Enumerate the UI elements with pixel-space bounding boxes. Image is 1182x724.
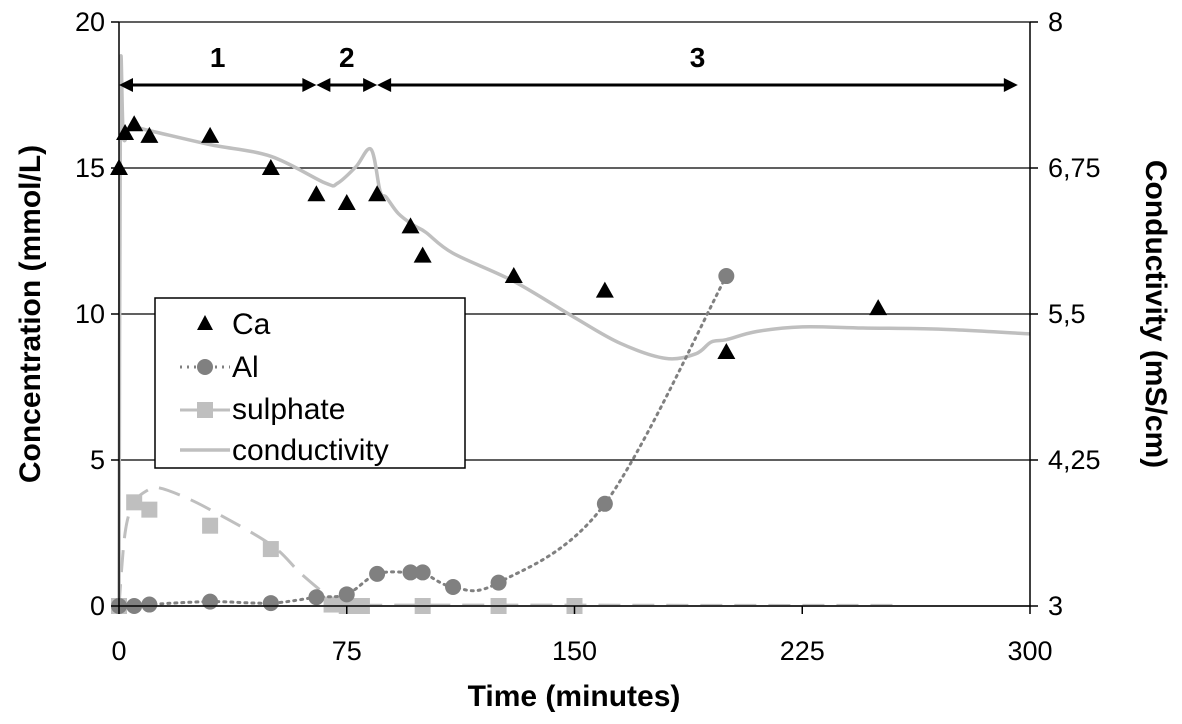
ca-point xyxy=(413,246,432,263)
x-tick-label: 300 xyxy=(1007,636,1052,666)
al-point xyxy=(718,268,735,285)
phase-arrow-head-right xyxy=(1003,78,1018,92)
y-tick-label: 10 xyxy=(75,299,105,329)
phase-label: 2 xyxy=(339,42,355,73)
phase-arrow-head-right xyxy=(363,78,378,92)
al-point xyxy=(490,574,507,591)
legend-sulphate-marker xyxy=(197,402,213,418)
phase-2: 2 xyxy=(316,42,378,92)
y2-tick-label: 4,25 xyxy=(1048,445,1101,475)
sulphate-point xyxy=(141,501,158,518)
legend-ca-label: Ca xyxy=(232,308,271,341)
ca-point xyxy=(401,217,420,234)
y2-tick-label: 3 xyxy=(1048,591,1063,621)
y2-tick-label: 5,5 xyxy=(1048,299,1086,329)
al-point xyxy=(308,589,325,606)
ca-point xyxy=(125,115,144,132)
y-tick-label: 0 xyxy=(90,591,105,621)
legend-conductivity-label: conductivity xyxy=(232,434,389,467)
y-tick-label: 20 xyxy=(75,7,105,37)
ca-point xyxy=(307,185,326,202)
ca-point xyxy=(368,185,387,202)
legend: Ca Al sulphate conductivity xyxy=(154,297,466,469)
al-point xyxy=(402,564,419,581)
y-axis-title: Concentration (mmol/L) xyxy=(14,145,47,483)
phase-label: 1 xyxy=(210,42,226,73)
phase-1: 1 xyxy=(119,42,317,92)
sulphate-point xyxy=(262,541,279,558)
legend-item-sulphate: sulphate xyxy=(180,393,345,426)
ca-point xyxy=(869,299,888,316)
al-point xyxy=(596,495,613,512)
sulphate-point xyxy=(202,517,219,534)
y2-tick-label: 8 xyxy=(1048,7,1063,37)
x-tick-label: 0 xyxy=(111,636,126,666)
sulphate-point xyxy=(323,596,340,613)
y-tick-label: 5 xyxy=(90,445,105,475)
phase-arrow-head-left xyxy=(316,78,331,92)
legend-item-ca: Ca xyxy=(197,308,271,341)
ca-point xyxy=(116,123,135,140)
al-point xyxy=(414,564,431,581)
x-tick-label: 150 xyxy=(552,636,597,666)
ca-point xyxy=(261,159,280,175)
x-tick-label: 225 xyxy=(780,636,825,666)
legend-ca-marker xyxy=(197,315,213,330)
phase-3: 3 xyxy=(377,42,1018,92)
phase-arrow-head-left xyxy=(119,78,133,92)
ca-point xyxy=(504,267,523,284)
al-point xyxy=(141,596,158,613)
legend-item-al: Al xyxy=(180,351,259,384)
legend-al-marker xyxy=(197,359,213,375)
x-tick-label: 75 xyxy=(332,636,362,666)
axes: 0 5 10 15 20 3 4,25 5,5 6,75 8 0 75 150 225 300 xyxy=(75,7,1101,666)
series-sulphate-line xyxy=(117,485,894,607)
ca-point xyxy=(595,281,614,298)
al-point xyxy=(202,593,219,610)
plot-series xyxy=(110,54,1031,614)
sulphate-point xyxy=(126,494,143,511)
y-tick-label: 15 xyxy=(75,153,105,183)
al-point xyxy=(262,595,279,612)
al-point xyxy=(369,565,386,582)
legend-sulphate-label: sulphate xyxy=(232,393,345,426)
legend-al-label: Al xyxy=(232,351,259,384)
phase-arrow-head-right xyxy=(302,78,317,92)
x-axis-title: Time (minutes) xyxy=(468,680,681,713)
al-point xyxy=(445,579,462,596)
y2-tick-label: 6,75 xyxy=(1048,153,1101,183)
legend-item-conductivity: conductivity xyxy=(180,434,389,467)
y2-axis-title: Conductivity (mS/cm) xyxy=(1139,160,1172,468)
phase-annotations: 1 2 3 xyxy=(119,42,1018,92)
al-point xyxy=(338,586,355,603)
phase-label: 3 xyxy=(690,42,706,73)
ca-point xyxy=(717,342,736,359)
ca-point xyxy=(140,126,159,143)
phase-arrow-head-left xyxy=(377,78,392,92)
ca-point xyxy=(201,126,220,143)
ca-point xyxy=(337,194,356,211)
